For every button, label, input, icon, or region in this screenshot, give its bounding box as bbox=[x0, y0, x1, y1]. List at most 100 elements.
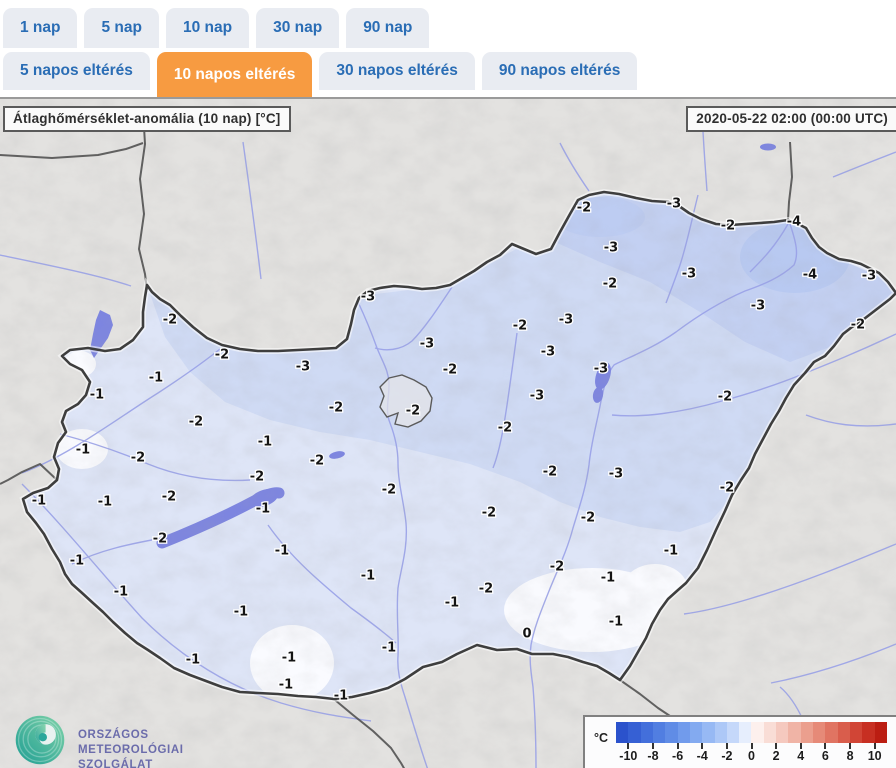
omsz-logo-text: ORSZÁGOS METEOROLÓGIAI SZOLGÁLAT bbox=[78, 728, 184, 768]
station-value: -3 bbox=[296, 360, 310, 375]
station-value: -1 bbox=[445, 596, 459, 611]
tab-1-nap[interactable]: 1 nap bbox=[3, 8, 78, 48]
station-value: -2 bbox=[543, 465, 557, 480]
legend-color-cell bbox=[616, 722, 629, 743]
legend-tick-mark bbox=[651, 743, 654, 749]
station-value: -2 bbox=[250, 470, 264, 485]
legend-color-cell bbox=[874, 722, 887, 743]
budapest-outline bbox=[379, 374, 433, 428]
station-value: -2 bbox=[406, 404, 420, 419]
station-value: -4 bbox=[787, 215, 801, 230]
legend-color-cell bbox=[776, 722, 789, 743]
station-value: -2 bbox=[718, 390, 732, 405]
station-value: -2 bbox=[189, 415, 203, 430]
legend-color-cell bbox=[862, 722, 875, 743]
omsz-logo: ORSZÁGOS METEOROLÓGIAI SZOLGÁLAT bbox=[12, 712, 184, 768]
tab-5-napos-elt-r-s[interactable]: 5 napos eltérés bbox=[3, 52, 150, 90]
legend-tick-label: -8 bbox=[647, 749, 659, 763]
station-value: -3 bbox=[361, 290, 375, 305]
legend-color-cell bbox=[739, 722, 752, 743]
legend-tick-label: 6 bbox=[821, 749, 829, 763]
tab-90-nap[interactable]: 90 nap bbox=[346, 8, 430, 48]
legend-color-cell bbox=[800, 722, 814, 743]
tab-5-nap[interactable]: 5 nap bbox=[84, 8, 159, 48]
station-value: -2 bbox=[482, 506, 496, 521]
legend-tick-label: -2 bbox=[721, 749, 733, 763]
legend-color-cell bbox=[825, 722, 838, 743]
legend-tick-mark bbox=[775, 743, 778, 749]
map-title: Átlaghőmérséklet-anomália (10 nap) [°C] bbox=[3, 106, 291, 132]
tab-10-napos-elt-r-s[interactable]: 10 napos eltérés bbox=[156, 52, 313, 97]
station-value: -1 bbox=[664, 544, 678, 559]
legend-tick-mark bbox=[725, 743, 728, 749]
station-value: -1 bbox=[382, 641, 396, 656]
legend-tick-label: -4 bbox=[696, 749, 708, 763]
station-value: -3 bbox=[862, 269, 876, 284]
station-value: -1 bbox=[282, 651, 296, 666]
station-value: -2 bbox=[162, 490, 176, 505]
legend-color-cell bbox=[751, 722, 764, 743]
legend-color-cell bbox=[837, 722, 850, 743]
legend-tick-mark bbox=[676, 743, 679, 749]
legend-color-cell bbox=[726, 722, 740, 743]
station-value: -2 bbox=[577, 201, 591, 216]
station-value: -1 bbox=[609, 615, 623, 630]
station-value: -2 bbox=[163, 313, 177, 328]
station-value: -3 bbox=[541, 345, 555, 360]
station-value: -1 bbox=[601, 571, 615, 586]
tab-10-nap[interactable]: 10 nap bbox=[165, 8, 250, 48]
station-value: -1 bbox=[334, 689, 348, 704]
logo-line-2: METEOROLÓGIAI bbox=[78, 744, 184, 757]
station-values: -2 -2 -1 -1 -2 -3 -3 -3 -2 -2 -2 -2 -3 -2 -3 -2 -3 -3 -2 -3… bbox=[30, 195, 877, 705]
legend-color-cell bbox=[849, 722, 863, 743]
cyclone-swirl-icon bbox=[15, 715, 65, 765]
station-value: -2 bbox=[153, 532, 167, 547]
legend-tick-mark bbox=[701, 743, 704, 749]
station-value: -2 bbox=[498, 421, 512, 436]
station-value: 0 bbox=[522, 627, 531, 642]
station-value: -3 bbox=[682, 267, 696, 282]
station-value: -1 bbox=[275, 544, 289, 559]
legend-unit: °C bbox=[594, 731, 609, 745]
station-value: -2 bbox=[382, 483, 396, 498]
station-value: -2 bbox=[603, 277, 617, 292]
legend-tick-mark bbox=[799, 743, 802, 749]
tab-90-napos-elt-r-s[interactable]: 90 napos eltérés bbox=[481, 52, 638, 90]
station-value: -2 bbox=[513, 319, 527, 334]
station-value: -1 bbox=[90, 388, 104, 403]
station-value: -3 bbox=[609, 467, 623, 482]
terrain-texture bbox=[0, 99, 896, 768]
station-value: -3 bbox=[420, 337, 434, 352]
color-scale-legend: °C -10 -8 -6 -4 -2 0 2 4 6 8 10 bbox=[583, 715, 896, 768]
tab-30-napos-elt-r-s[interactable]: 30 napos eltérés bbox=[319, 52, 475, 90]
legend-color-cell bbox=[640, 722, 653, 743]
station-value: -3 bbox=[604, 241, 618, 256]
station-value: -1 bbox=[149, 371, 163, 386]
station-value: -2 bbox=[550, 560, 564, 575]
station-value: -2 bbox=[443, 363, 457, 378]
tab-30-nap[interactable]: 30 nap bbox=[256, 8, 340, 48]
legend-tick-mark bbox=[824, 743, 827, 749]
legend-color-cell bbox=[665, 722, 678, 743]
legend-color-cell bbox=[714, 722, 727, 743]
legend-tick-mark bbox=[750, 743, 753, 749]
station-value: -1 bbox=[98, 495, 112, 510]
legend-tick-mark bbox=[873, 743, 876, 749]
station-value: -3 bbox=[751, 299, 765, 314]
hungary-basemap: -2 -2 -1 -1 -2 -3 -3 -3 -2 -2 -2 -2 -3 -2 -3 -2 -3 -3 -2 -3… bbox=[0, 99, 896, 768]
legend-tick-mark bbox=[627, 743, 630, 749]
legend-color-cell bbox=[788, 722, 801, 743]
legend-color-cell bbox=[813, 722, 826, 743]
legend-colorbar: -10 -8 -6 -4 -2 0 2 4 6 8 10 bbox=[616, 722, 887, 768]
station-value: -4 bbox=[803, 268, 817, 283]
station-value: -2 bbox=[851, 318, 865, 333]
station-value: -3 bbox=[594, 362, 608, 377]
station-value: -3 bbox=[667, 197, 681, 212]
station-value: -1 bbox=[258, 435, 272, 450]
map-timestamp: 2020-05-22 02:00 (00:00 UTC) bbox=[686, 106, 896, 132]
anomaly-tab-row: 5 napos eltérés 10 napos eltérés 30 napos … bbox=[3, 52, 644, 97]
legend-tick-label: -6 bbox=[672, 749, 684, 763]
time-range-tab-row: 1 nap 5 nap 10 nap 30 nap 90 nap bbox=[3, 8, 436, 48]
weather-map: -2 -2 -1 -1 -2 -3 -3 -3 -2 -2 -2 -2 -3 -2 -3 -2 -3 -3 -2 -3… bbox=[0, 97, 896, 768]
legend-color-cell bbox=[652, 722, 666, 743]
